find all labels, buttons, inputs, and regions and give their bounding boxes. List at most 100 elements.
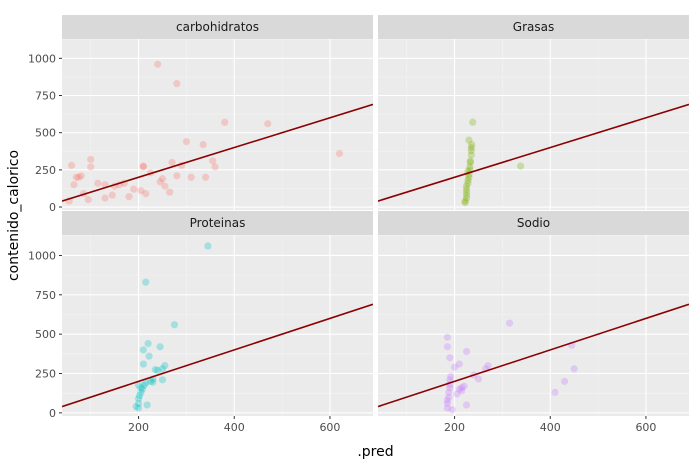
data-point <box>138 385 146 393</box>
data-point <box>443 333 451 341</box>
data-point <box>87 163 95 171</box>
data-point <box>67 161 76 169</box>
data-point <box>156 178 164 186</box>
data-point <box>125 193 133 201</box>
data-point <box>466 158 474 167</box>
data-point <box>551 388 559 396</box>
data-point <box>151 365 159 374</box>
data-point <box>462 347 471 356</box>
data-point <box>168 158 176 167</box>
data-point <box>84 195 92 204</box>
data-point <box>154 366 162 374</box>
data-point <box>137 384 145 392</box>
data-point <box>75 173 83 181</box>
data-point <box>445 393 453 401</box>
data-point <box>94 179 102 187</box>
data-point <box>142 379 150 387</box>
data-point <box>462 194 471 202</box>
y-tick-label: 1000 <box>28 249 56 262</box>
data-point <box>462 182 471 190</box>
facet-panel: Proteinas 0 250 500 750 1000 200 400 600 <box>28 211 373 434</box>
data-point <box>173 80 181 88</box>
reference-line <box>378 303 689 408</box>
facet-panel: carbohidratos 0 250 500 750 1000 <box>28 15 373 214</box>
data-point <box>443 399 451 408</box>
data-point <box>464 176 472 184</box>
facet-strip <box>62 15 373 39</box>
x-tick-label: 600 <box>319 421 340 434</box>
data-point <box>158 175 167 183</box>
facet-strip-label: Proteinas <box>190 216 246 230</box>
data-point <box>446 354 454 362</box>
data-point <box>458 384 466 392</box>
data-point <box>445 388 453 396</box>
x-tick-label: 400 <box>224 421 245 434</box>
facet-strip-label: Grasas <box>513 20 554 34</box>
facet-strip <box>378 211 689 235</box>
facet-strip <box>62 211 373 235</box>
facet-strip <box>378 15 689 39</box>
data-point <box>161 362 169 370</box>
data-point <box>484 362 492 370</box>
data-point <box>166 188 174 196</box>
panel-background <box>62 235 373 416</box>
data-point <box>453 390 461 398</box>
facet-points <box>65 60 344 205</box>
data-point <box>134 395 143 403</box>
data-point <box>465 173 473 181</box>
y-tick-label: 0 <box>49 201 56 214</box>
y-tick-label: 500 <box>35 328 56 341</box>
data-point <box>101 194 109 202</box>
data-point <box>134 404 143 412</box>
data-point <box>143 401 151 409</box>
x-tick-label: 200 <box>128 421 149 434</box>
data-point <box>182 138 190 146</box>
data-point <box>466 157 474 165</box>
data-point <box>443 343 451 351</box>
y-tick-label: 500 <box>35 127 56 140</box>
facet-panel: Sodio 200 400 600 <box>378 211 689 434</box>
data-point <box>221 118 229 126</box>
data-point <box>570 365 578 373</box>
data-point <box>461 198 469 207</box>
data-point <box>149 378 157 386</box>
data-point <box>455 360 463 368</box>
data-point <box>161 182 169 190</box>
data-point <box>467 146 475 155</box>
y-axis-title: contenido_calorico <box>6 150 22 281</box>
data-point <box>462 401 471 409</box>
data-point <box>142 190 150 198</box>
data-point <box>154 60 162 68</box>
reference-line <box>62 103 373 202</box>
facet-points <box>132 242 212 412</box>
facet-points <box>461 118 525 207</box>
data-point <box>158 365 167 373</box>
data-point <box>199 140 207 149</box>
data-point <box>137 388 145 396</box>
data-point <box>137 187 145 195</box>
reference-line <box>62 303 373 408</box>
data-point <box>70 181 78 189</box>
data-point <box>139 360 147 368</box>
x-tick-label: 600 <box>635 421 656 434</box>
data-point <box>462 188 471 196</box>
data-point <box>450 363 459 371</box>
data-point <box>462 191 471 199</box>
x-axis-title: .pred <box>357 444 393 460</box>
data-point <box>561 377 569 385</box>
data-point <box>139 163 147 171</box>
data-point <box>505 319 514 327</box>
data-point <box>134 399 143 408</box>
data-point <box>140 381 148 389</box>
data-point <box>461 197 469 205</box>
x-tick-label: 200 <box>444 421 465 434</box>
data-point <box>516 162 525 170</box>
data-point <box>446 384 454 392</box>
data-point <box>474 375 483 383</box>
data-point <box>467 151 475 159</box>
reference-line <box>378 103 689 202</box>
facet-strip-label: carbohidratos <box>176 20 259 34</box>
panel-background <box>62 39 373 210</box>
data-point <box>464 179 472 187</box>
